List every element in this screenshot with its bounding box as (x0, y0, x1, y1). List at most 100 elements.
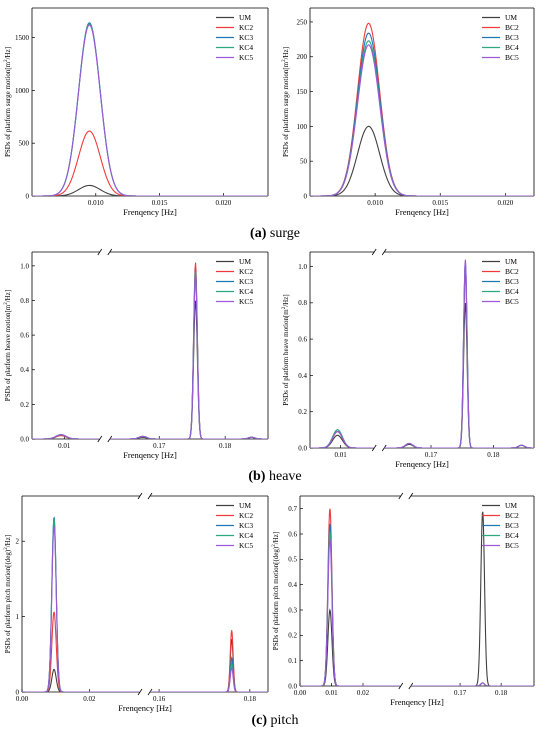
y-tick-label: 0.0 (288, 682, 297, 690)
legend-label: KC5 (239, 541, 253, 550)
series-line-BC3 (300, 523, 534, 686)
svg-text:(c) pitch: (c) pitch (251, 713, 298, 728)
legend-label: BC5 (505, 297, 519, 306)
x-tick-label: 0.020 (215, 199, 231, 207)
axis-break-mark (408, 492, 414, 500)
caption-text: pitch (267, 713, 299, 728)
legend-label: KC2 (239, 23, 253, 32)
legend-label: BC3 (505, 277, 519, 286)
axis-break-mark (371, 248, 377, 256)
y-tick-label: 0.6 (298, 336, 307, 344)
x-tick-label: 0.010 (88, 199, 104, 207)
x-tick-label: 0.18 (487, 451, 500, 459)
caption-pitch: (c) pitch (251, 713, 298, 728)
y-tick-label: 100 (297, 123, 308, 131)
legend-label: UM (505, 501, 517, 510)
chart-pitch-kc: 0 1 2 0.00 0.02 0.16 0.18 Frenqency [Hz] PSDs of… (4, 492, 269, 713)
y-axis-label: PSDs of platform heave motion[m2/Hz] (4, 290, 12, 401)
axis-break-mark (398, 492, 404, 500)
legend-label: UM (239, 501, 251, 510)
y-tick-label: 0.2 (20, 401, 29, 409)
legend-label: BC3 (505, 521, 519, 530)
y-tick-label: 0.7 (288, 505, 297, 513)
y-tick-label: 50 (300, 158, 308, 166)
y-tick-label: 0.3 (288, 606, 297, 614)
legend-label: BC2 (505, 23, 519, 32)
x-tick-label: 0.16 (153, 695, 166, 703)
y-tick-label: 0 (16, 688, 20, 696)
legend-label: BC4 (505, 531, 519, 540)
chart-pitch-bc: 0.0 0.1 0.2 0.3 0.4 0.5 0.6 0.7 0.00 0.01 0.02 0.17… (272, 492, 535, 707)
x-tick-label: 0.18 (495, 689, 508, 697)
y-tick-label: 0.2 (298, 408, 307, 416)
y-tick-label: 0 (26, 192, 30, 200)
series-line-BC2 (310, 272, 534, 448)
axis-break-mark (147, 492, 153, 500)
x-axis-label: Frenqency [Hz] (118, 703, 172, 713)
y-tick-label: 0.0 (20, 435, 29, 443)
axis-break-mark (381, 248, 387, 256)
series-line-UM (32, 300, 268, 439)
y-tick-label: 0.1 (288, 657, 297, 665)
x-tick-label: 0.18 (219, 442, 232, 450)
x-tick-label: 0.01 (325, 689, 338, 697)
series-line-KC4 (32, 271, 268, 439)
y-tick-label: 0 (304, 192, 308, 200)
y-tick-label: 1.0 (20, 262, 29, 270)
legend-label: KC4 (239, 287, 253, 296)
legend-label: KC2 (239, 267, 253, 276)
y-tick-label: 0.6 (288, 530, 297, 538)
chart-heave-kc: 0.0 0.2 0.4 0.6 0.8 1.0 0.01 0.17 0.18 Frenqency … (4, 248, 269, 460)
y-tick-label: 0.8 (20, 297, 29, 305)
axis-break-mark (97, 248, 103, 256)
legend-label: BC3 (505, 33, 519, 42)
caption-text: heave (265, 469, 301, 484)
legend-label: KC4 (239, 43, 253, 52)
caption-letter: (b) (248, 469, 265, 484)
legend-label: UM (505, 13, 517, 22)
legend-label: KC5 (239, 53, 253, 62)
caption-heave: (b) heave (248, 469, 301, 484)
legend-label: BC2 (505, 267, 519, 276)
y-tick-label: 500 (19, 140, 30, 148)
y-tick-label: 0.2 (288, 632, 297, 640)
y-tick-label: 0.8 (298, 299, 307, 307)
y-tick-label: 0.5 (288, 556, 297, 564)
y-tick-label: 200 (297, 53, 308, 61)
x-axis-label: Frenqency [Hz] (123, 207, 177, 217)
series-line-UM (310, 125, 534, 196)
legend-label: BC2 (505, 511, 519, 520)
y-tick-label: 1500 (15, 34, 30, 42)
legend-label: BC5 (505, 53, 519, 62)
series-line-UM (300, 511, 534, 686)
x-tick-label: 0.17 (153, 442, 166, 450)
series-line-BC3 (310, 261, 534, 448)
x-tick-label: 0.02 (357, 689, 370, 697)
legend-label: KC4 (239, 531, 253, 540)
series-line-KC2 (32, 130, 268, 196)
y-tick-label: 0.6 (20, 332, 29, 340)
y-tick-label: 1.0 (298, 263, 307, 271)
legend-label: BC5 (505, 541, 519, 550)
y-tick-label: 0.0 (298, 444, 307, 452)
series-line-BC3 (310, 32, 534, 196)
x-axis-label: Frenqency [Hz] (123, 450, 177, 460)
x-tick-label: 0.02 (83, 695, 96, 703)
y-tick-label: 2 (16, 538, 20, 546)
svg-text:(a) surge: (a) surge (250, 226, 300, 241)
series-line-BC5 (300, 539, 534, 686)
svg-text:(b) heave: (b) heave (248, 469, 301, 484)
x-axis-label: Frenqency [Hz] (390, 697, 444, 707)
x-tick-label: 0.17 (425, 451, 438, 459)
x-axis-label: Frenqency [Hz] (395, 459, 449, 469)
series-line-UM (310, 302, 534, 448)
x-axis-label: Frenqency [Hz] (395, 207, 449, 217)
series-line-KC2 (32, 262, 268, 439)
legend-label: KC3 (239, 277, 253, 286)
chart-surge-kc: 0 500 1000 1500 0.010 0.015 0.020 Frenqency [Hz… (4, 7, 269, 217)
y-axis-label: PSDs of platform surge motion[m2/Hz] (282, 47, 290, 157)
axis-break-mark (107, 248, 113, 256)
y-tick-label: 0.4 (20, 366, 29, 374)
x-tick-label: 0.010 (367, 199, 383, 207)
caption-surge: (a) surge (250, 226, 300, 241)
